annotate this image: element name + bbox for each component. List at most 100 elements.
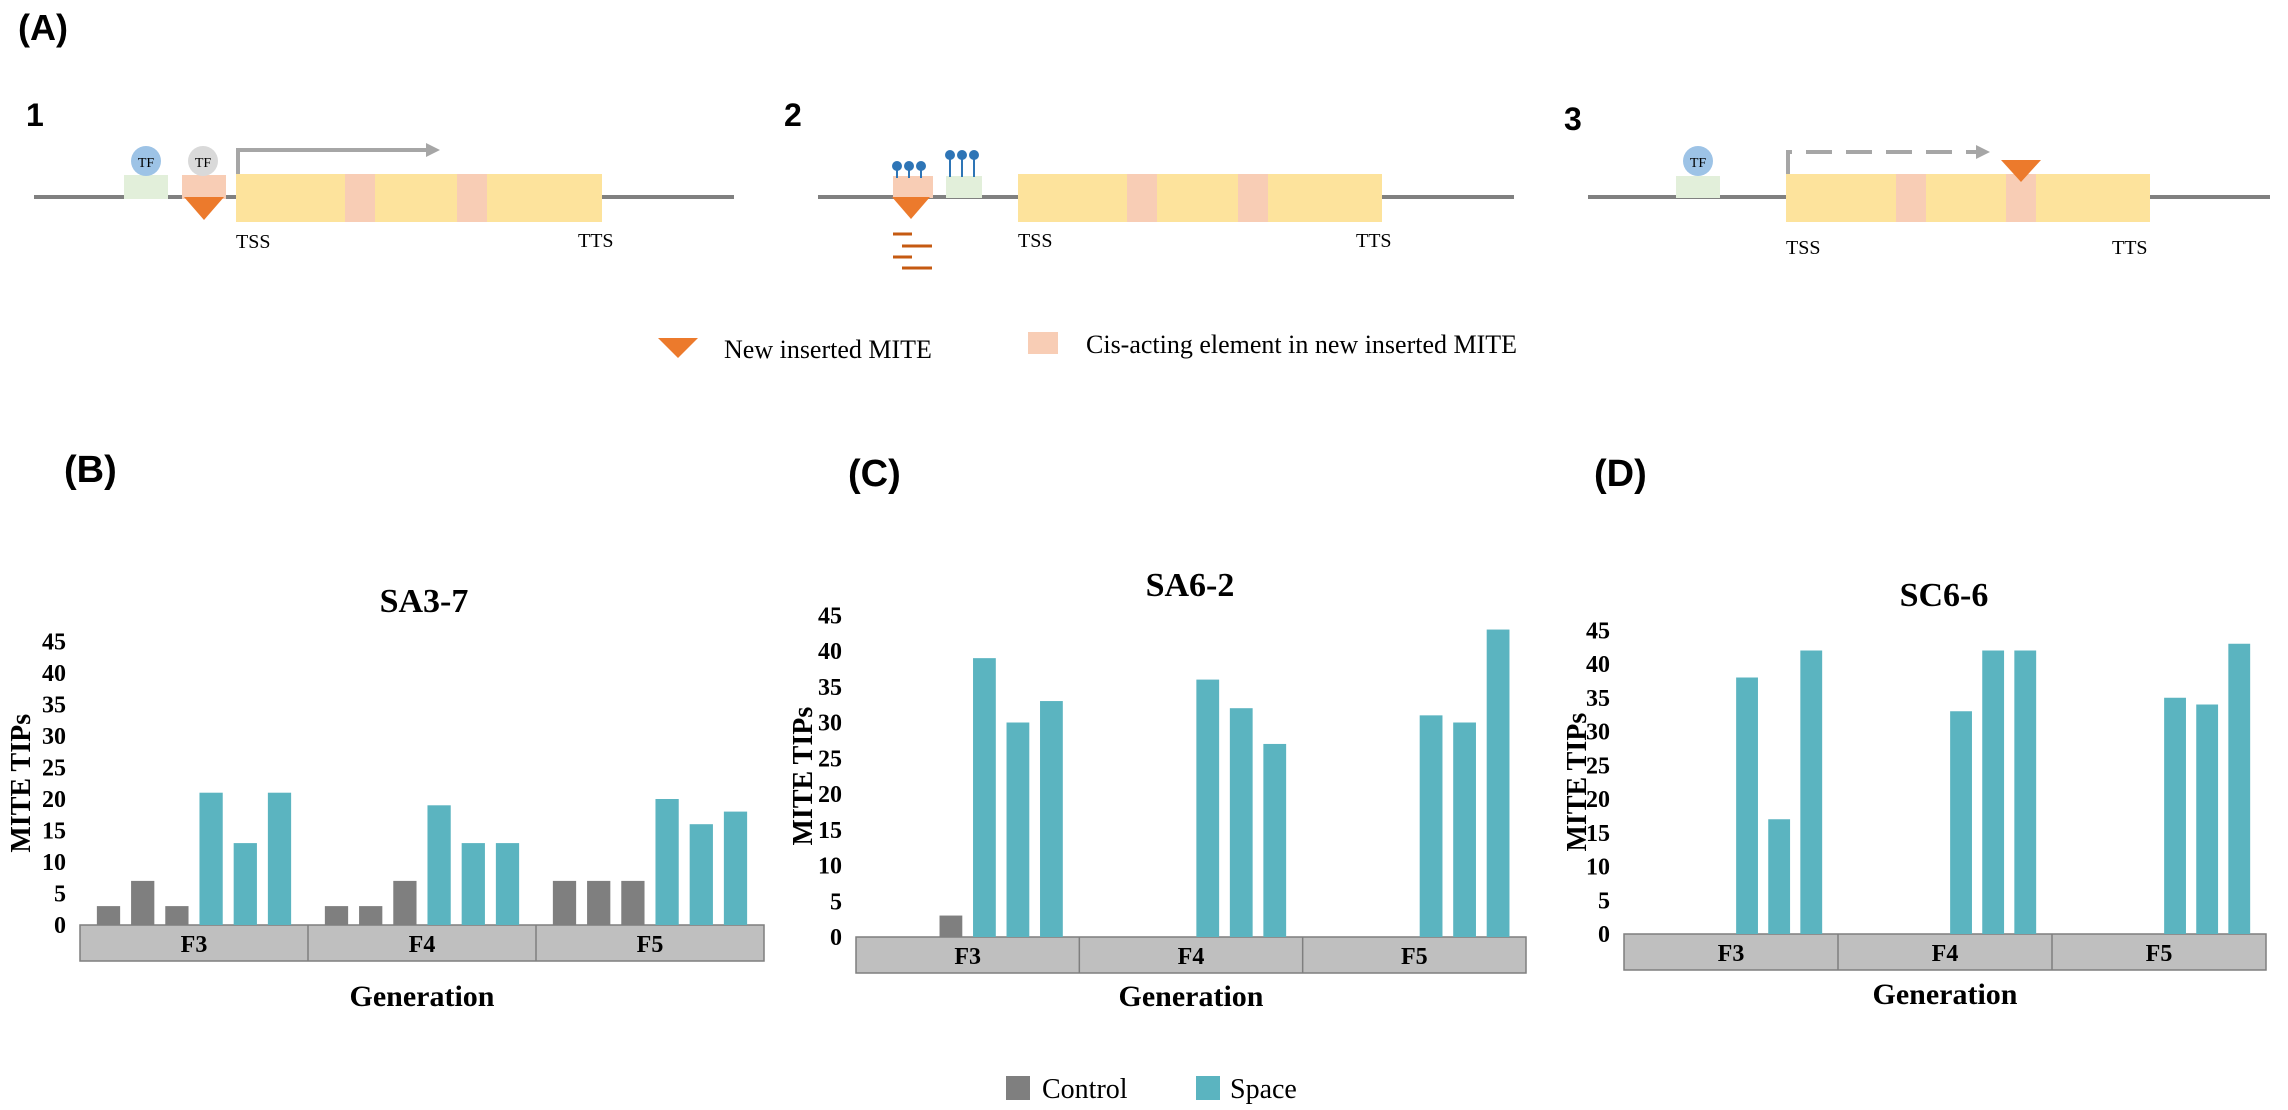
- group-label-f4: F4: [1178, 944, 1205, 970]
- bar-space-f5: [2164, 697, 2186, 934]
- cis-element: [1238, 174, 1268, 222]
- chart-legend: Control Space: [1006, 1074, 1297, 1105]
- bar-space-f4: [461, 843, 485, 925]
- group-label-f4: F4: [409, 932, 436, 958]
- cis-element: [345, 174, 375, 222]
- y-tick-label: 45: [818, 603, 842, 629]
- y-axis-label: MITE TIPs: [788, 707, 819, 846]
- tf-label: TF: [195, 156, 212, 171]
- panel-label-d: (D): [1594, 453, 1647, 495]
- tss-label: TSS: [1018, 230, 1052, 252]
- bar-space-f3: [973, 658, 996, 937]
- chart-title: SC6-6: [1900, 577, 1989, 614]
- small-rna-icon: [893, 232, 932, 270]
- y-tick-label: 15: [42, 819, 66, 845]
- bar-space-f4: [1229, 708, 1253, 937]
- group-label-f3: F3: [1718, 941, 1745, 967]
- bar-space-f5: [723, 811, 748, 925]
- mite-triangle-icon: [892, 197, 930, 219]
- bar-space-f4: [2014, 650, 2037, 934]
- bar-space-f3: [199, 792, 223, 925]
- bar-control-f3: [96, 906, 121, 925]
- y-tick-label: 5: [830, 889, 842, 915]
- tf-protein-icon: [131, 146, 161, 176]
- y-tick-label: 30: [1586, 720, 1610, 746]
- bar-control-f5: [552, 880, 577, 925]
- bar-control-f5: [587, 880, 611, 925]
- y-tick-label: 30: [818, 711, 842, 737]
- x-axis-band: [1623, 933, 2267, 971]
- y-axis-label: MITE TIPs: [6, 714, 37, 853]
- bar-space-f3: [1040, 701, 1063, 937]
- cis-element-site: [182, 175, 226, 199]
- y-tick-label: 0: [1598, 922, 1610, 948]
- bar-space-f5: [655, 799, 679, 925]
- bar-space-f3: [1768, 819, 1791, 934]
- y-tick-label: 35: [1586, 686, 1610, 712]
- bar-control-f4: [359, 906, 383, 925]
- x-axis-label: Generation: [1119, 980, 1264, 1013]
- transcription-arrow-icon: [236, 148, 428, 174]
- panel-label-b: (B): [64, 449, 117, 491]
- tts-label: TTS: [578, 230, 614, 252]
- y-tick-label: 40: [42, 661, 66, 687]
- x-axis-label: Generation: [1873, 978, 2018, 1011]
- y-tick-label: 20: [818, 782, 842, 808]
- methylation-icon: [945, 150, 979, 177]
- y-tick-label: 20: [42, 787, 66, 813]
- chart-title: SA3-7: [380, 583, 469, 620]
- legend-swatch-control: [1006, 1076, 1030, 1100]
- y-tick-label: 15: [818, 818, 842, 844]
- y-tick-label: 10: [818, 854, 842, 880]
- bar-space-f4: [1196, 679, 1220, 937]
- y-tick-label: 5: [54, 882, 66, 908]
- tss-label: TSS: [236, 231, 270, 253]
- y-tick-label: 40: [1586, 652, 1610, 678]
- tss-label: TSS: [1786, 237, 1820, 259]
- bar-space-f5: [1486, 629, 1510, 937]
- diagram-model-3: 3 TF TSS TTS: [1564, 101, 2270, 259]
- y-axis-label: MITE TIPs: [1562, 713, 1593, 852]
- tf-binding-site: [1676, 176, 1720, 198]
- y-tick-label: 45: [42, 630, 66, 656]
- bar-control-f4: [324, 906, 349, 925]
- mite-legend-label: New inserted MITE: [724, 335, 932, 364]
- tts-label: TTS: [2112, 237, 2148, 259]
- arrow-head-icon: [426, 143, 440, 157]
- arrow-head-icon: [1976, 145, 1990, 159]
- bar-space-f5: [1419, 715, 1443, 937]
- diagram-model-2: 2 TSS TTS: [784, 97, 1514, 270]
- tf-label: TF: [1690, 156, 1707, 171]
- chart-sa6-2: SA6-2 0 5 10 15 20 25 30 35 40 45 MITE TIPs F3 F4 F5 Ge…: [788, 567, 1527, 1013]
- diagram-model-1: 1 TF TF TSS TTS: [26, 97, 734, 253]
- y-tick-label: 45: [1586, 618, 1610, 644]
- mite-triangle-icon: [184, 197, 224, 220]
- y-tick-label: 0: [830, 925, 842, 951]
- model-2-number: 2: [784, 97, 802, 133]
- model-3-number: 3: [1564, 101, 1582, 137]
- reduced-transcription-arrow-icon: [1786, 150, 1978, 174]
- diagram-legend: New inserted MITE Cis-acting element in …: [658, 330, 1517, 364]
- cis-element: [457, 174, 487, 222]
- model-1-number: 1: [26, 97, 44, 133]
- y-tick-label: 0: [54, 913, 66, 939]
- y-tick-label: 35: [818, 675, 842, 701]
- bar-space-f3: [1006, 722, 1030, 937]
- methylation-icon: [892, 161, 926, 178]
- bar-space-f5: [2196, 704, 2219, 934]
- tf-binding-site: [946, 176, 982, 198]
- y-tick-label: 25: [42, 756, 66, 782]
- bar-space-f5: [1453, 722, 1476, 937]
- bar-space-f4: [1982, 650, 2005, 934]
- y-tick-label: 25: [818, 746, 842, 772]
- cis-legend-swatch: [1028, 332, 1058, 354]
- chart-sa3-7: SA3-7 0 5 10 15 20 25 30 35 40 45 MITE TIPs F3 F4 F5 Ge…: [6, 583, 765, 1013]
- y-tick-label: 25: [1586, 753, 1610, 779]
- tf-protein-icon: [1683, 146, 1713, 176]
- bar-control-f4: [393, 880, 417, 925]
- cis-legend-label: Cis-acting element in new inserted MITE: [1086, 330, 1517, 359]
- x-axis-band: [79, 924, 765, 962]
- tf-protein-icon: [188, 146, 218, 176]
- tf-label: TF: [138, 156, 155, 171]
